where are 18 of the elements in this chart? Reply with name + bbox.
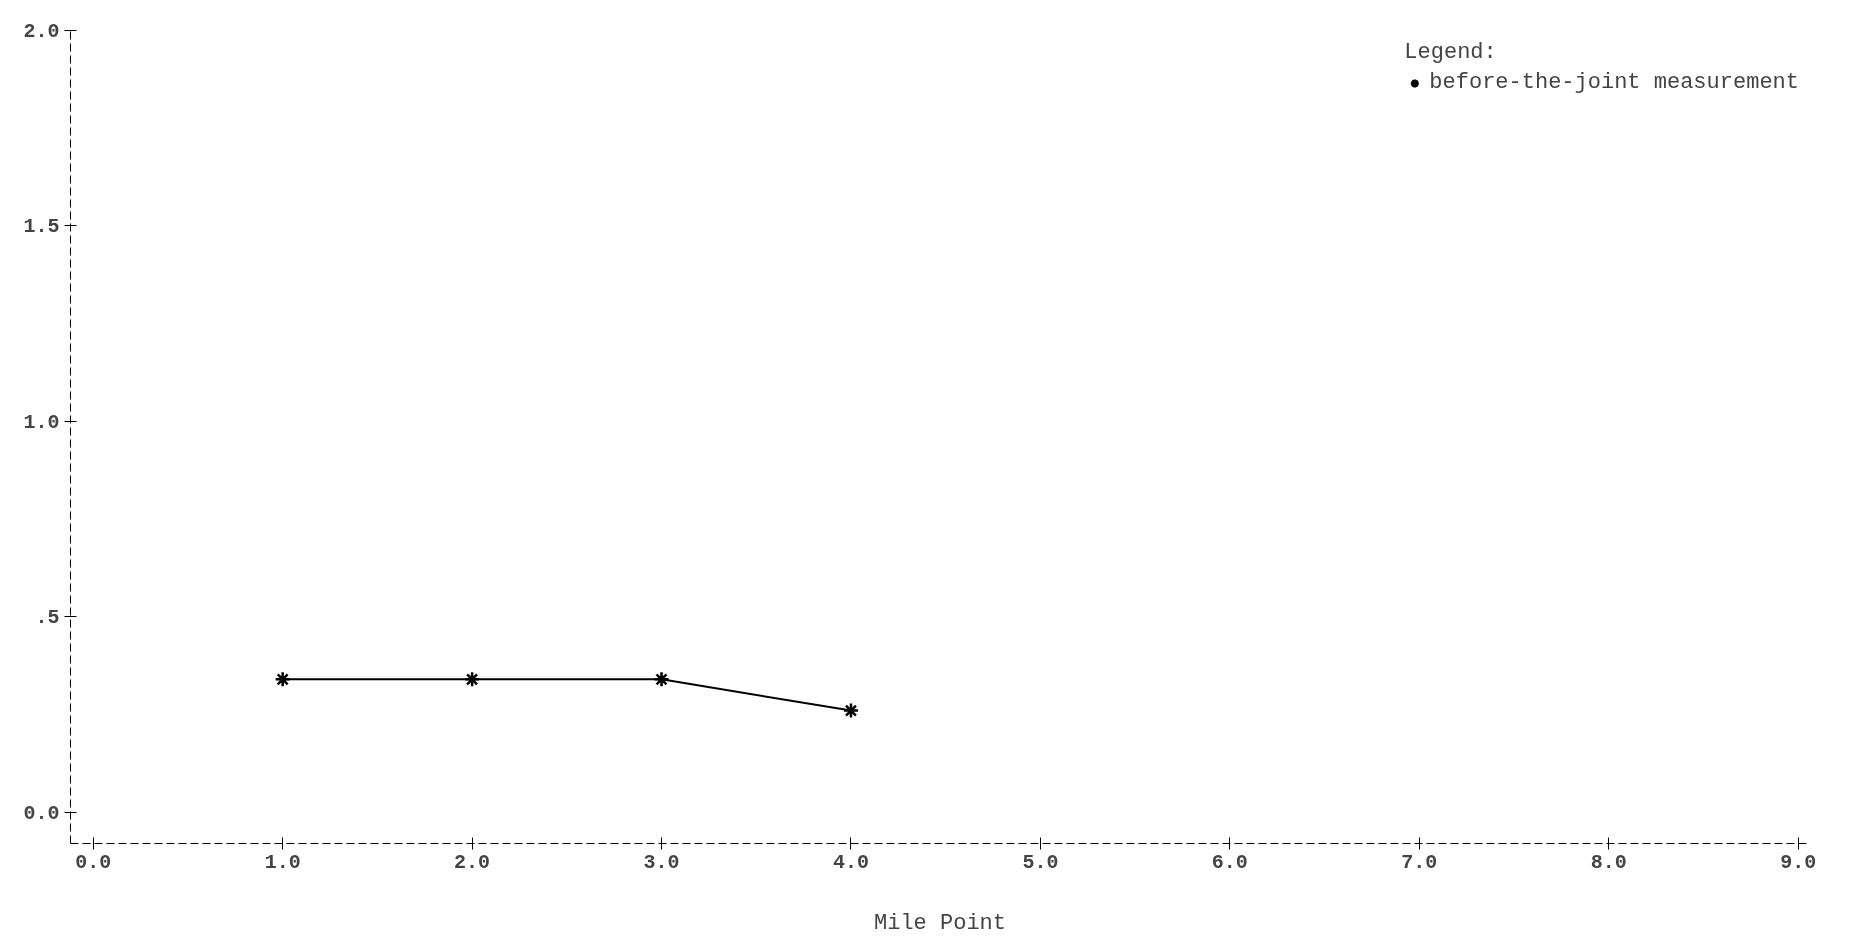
x-tick-label: 6.0 [1211,850,1248,874]
y-tick-label: 1.5 [23,215,60,239]
x-tick-label: 4.0 [832,850,869,874]
x-tick-label: 0.0 [75,850,112,874]
y-tick-label: 2.0 [23,20,60,43]
y-tick-label: 1.0 [23,410,60,434]
x-tick-label: 2.0 [454,850,491,874]
x-tick-label: 9.0 [1780,850,1817,874]
x-tick-label: 7.0 [1401,850,1438,874]
x-tick-label: 1.0 [264,850,301,874]
x-tick-label: 3.0 [643,850,680,874]
x-tick-label: 8.0 [1590,850,1627,874]
x-axis-title: Mile Point [873,910,1007,936]
legend-label: before-the-joint measurement [1429,70,1799,95]
y-tick-label: .5 [35,606,60,630]
legend-title: Legend: [1404,40,1498,65]
y-tick-label: 0.0 [23,801,60,825]
x-tick-label: 5.0 [1022,850,1059,874]
